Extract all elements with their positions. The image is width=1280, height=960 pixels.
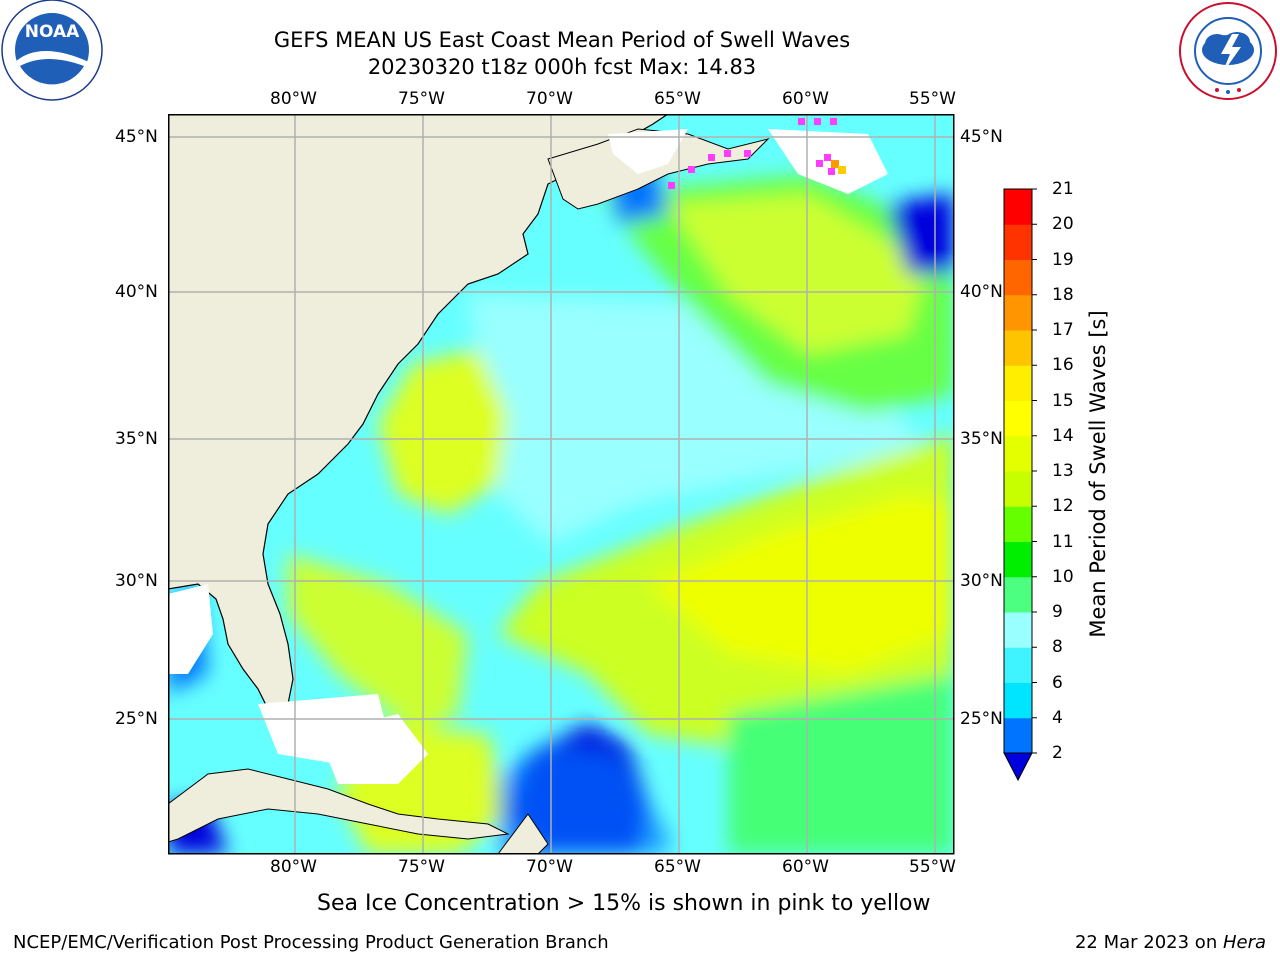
colorbar [1003, 188, 1037, 782]
lat-label-left-30n: 30°N [115, 571, 158, 591]
gridlines [168, 114, 954, 854]
colorbar-segment [1004, 647, 1032, 683]
lat-label-left-25n: 25°N [115, 709, 158, 729]
colorbar-segment [1004, 506, 1032, 542]
footer-date: 22 Mar 2023 on Hera [1075, 932, 1266, 953]
sea-ice-note: Sea Ice Concentration > 15% is shown in … [317, 891, 931, 916]
footer-date-text: 22 Mar 2023 on [1074, 932, 1223, 953]
colorbar-tick-label: 14 [1052, 425, 1074, 446]
noaa-logo-text: NOAA [25, 22, 80, 42]
lon-label-top-65w: 65°W [654, 89, 701, 109]
footer-machine: Hera [1222, 932, 1266, 953]
colorbar-segment [1004, 541, 1032, 578]
colorbar-segment [1004, 224, 1032, 260]
lat-label-right-25n: 25°N [960, 709, 1003, 729]
colorbar-tick-label: 19 [1052, 249, 1074, 270]
colorbar-tick-label: 15 [1052, 390, 1074, 411]
chart-subtitle: 20230320 t18z 000h fcst Max: 14.83 [367, 55, 757, 79]
lat-label-right-35n: 35°N [960, 429, 1003, 449]
footer-branch: NCEP/EMC/Verification Post Processing Pr… [13, 932, 609, 953]
colorbar-tick-label: 6 [1052, 672, 1063, 693]
colorbar-tick-label: 16 [1052, 355, 1074, 376]
colorbar-tick-label: 18 [1052, 284, 1074, 305]
colorbar-segment [1004, 189, 1032, 225]
colorbar-segment [1004, 682, 1032, 719]
colorbar-tick-label: 20 [1052, 214, 1074, 235]
colorbar-tick-label: 2 [1052, 743, 1063, 763]
colorbar-tick-label: 12 [1052, 496, 1074, 517]
lat-label-right-45n: 45°N [960, 127, 1003, 147]
colorbar-tick-label: 13 [1052, 461, 1074, 481]
lon-label-top-75w: 75°W [398, 89, 445, 109]
colorbar-segment [1004, 576, 1032, 613]
map-frame [168, 114, 955, 855]
colorbar-tick-label: 10 [1052, 566, 1074, 587]
colorbar-tick-label: 9 [1052, 602, 1063, 622]
colorbar-segment [1004, 400, 1032, 437]
lat-label-left-45n: 45°N [115, 127, 158, 147]
colorbar-tick-label: 8 [1052, 637, 1063, 658]
lon-label-top-60w: 60°W [782, 89, 829, 109]
colorbar-tick-label: 11 [1052, 531, 1074, 552]
lon-label-bottom-65w: 65°W [654, 857, 701, 877]
colorbar-segment [1004, 365, 1032, 401]
lat-label-left-40n: 40°N [115, 282, 158, 302]
colorbar-label: Mean Period of Swell Waves [s] [1086, 310, 1110, 638]
lon-label-top-80w: 80°W [270, 89, 317, 109]
lon-label-bottom-60w: 60°W [782, 857, 829, 877]
colorbar-segment [1004, 717, 1032, 754]
colorbar-tick-label: 21 [1052, 179, 1074, 199]
map [168, 114, 955, 855]
colorbar-segment [1004, 294, 1032, 331]
lon-label-top-70w: 70°W [526, 89, 573, 109]
colorbar-segment [1004, 471, 1032, 507]
north-america-land [168, 114, 670, 715]
colorbar-segment [1004, 612, 1032, 648]
lon-label-top-55w: 55°W [909, 89, 956, 109]
colorbar-segment [1004, 435, 1032, 472]
colorbar-tick-label: 4 [1052, 707, 1063, 728]
colorbar-under-arrow [1003, 752, 1033, 782]
colorbar-segment [1004, 259, 1032, 296]
nws-logo [1177, 0, 1280, 103]
colorbar-label-wrap: Mean Period of Swell Waves [s] [1083, 294, 1113, 654]
lat-label-left-35n: 35°N [115, 429, 158, 449]
lon-label-bottom-55w: 55°W [909, 857, 956, 877]
colorbar-segment [1004, 330, 1032, 366]
sea-ice-pixels [668, 118, 846, 189]
lat-label-right-30n: 30°N [960, 571, 1003, 591]
lat-label-right-40n: 40°N [960, 282, 1003, 302]
lon-label-bottom-80w: 80°W [270, 857, 317, 877]
hispaniola-land [497, 813, 549, 854]
nova-scotia-land [547, 128, 770, 210]
lon-label-bottom-70w: 70°W [526, 857, 573, 877]
lon-label-bottom-75w: 75°W [398, 857, 445, 877]
noaa-logo: NOAA [0, 0, 104, 104]
colorbar-tick-label: 17 [1052, 320, 1074, 340]
chart-title: GEFS MEAN US East Coast Mean Period of S… [273, 28, 851, 52]
